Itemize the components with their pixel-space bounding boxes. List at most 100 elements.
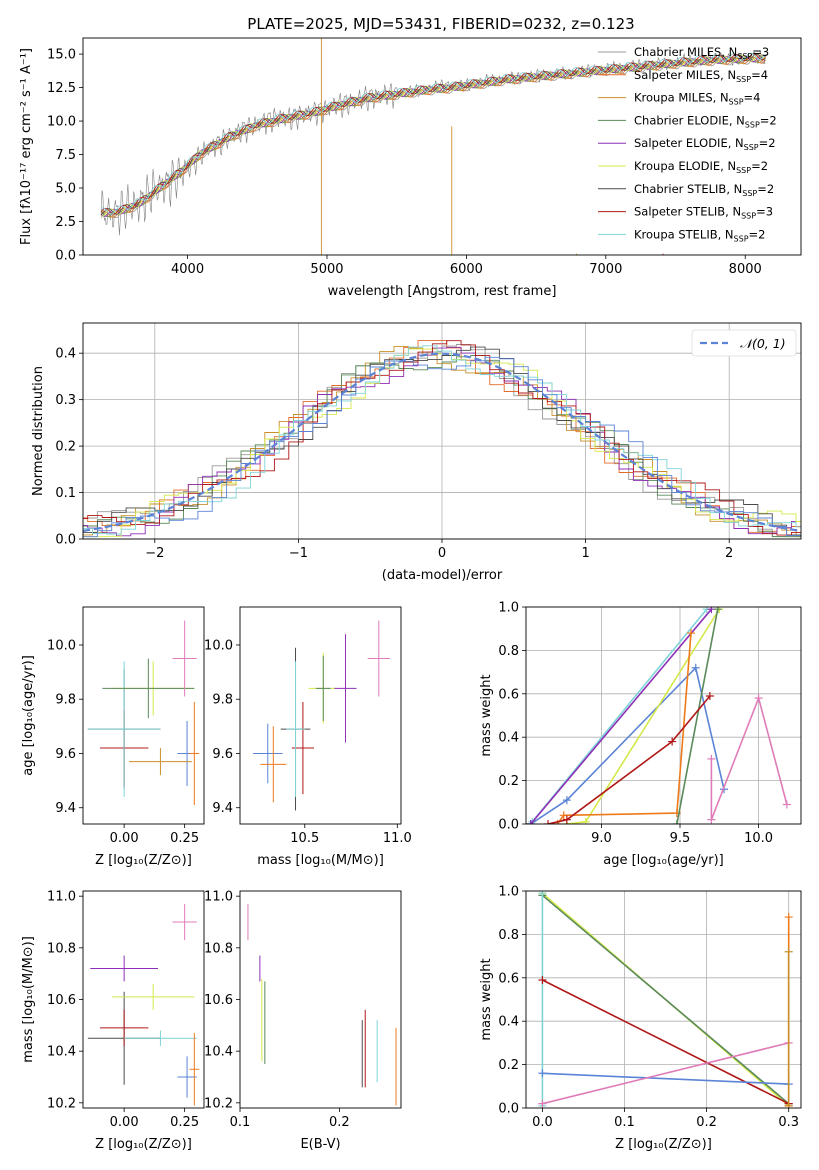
axes-frame bbox=[525, 890, 802, 1109]
y-tick-label: 0.0 bbox=[55, 249, 76, 264]
y-axis-label: mass weight bbox=[479, 958, 494, 1040]
x-tick-label: 0.25 bbox=[170, 831, 199, 846]
y-tick-label: 9.8 bbox=[212, 693, 233, 708]
data-point bbox=[334, 634, 357, 743]
x-tick-label: 5000 bbox=[310, 262, 343, 277]
legend-label-sub: SSP bbox=[736, 75, 751, 84]
data-point bbox=[286, 661, 305, 797]
histogram-series bbox=[83, 346, 801, 537]
sfh-point-marker bbox=[691, 663, 700, 672]
x-tick-label: 1 bbox=[581, 546, 589, 561]
plot-content bbox=[87, 903, 200, 1106]
sfh-series-line bbox=[556, 632, 692, 824]
sfh-series-line bbox=[547, 695, 711, 824]
panel-mass_vs_ebv: 0.1 0.2 10.2 10.4 10.6 10.8 11.0 E(B-V) bbox=[204, 890, 402, 1152]
sfh-point-marker bbox=[538, 975, 547, 984]
y-tick-label: 0.8 bbox=[498, 644, 519, 659]
x-tick-label: 11.0 bbox=[383, 831, 412, 846]
y-tick-label: 9.4 bbox=[55, 801, 76, 816]
x-axis-label: Z [log₁₀(Z/Z⊙)] bbox=[615, 1137, 712, 1152]
x-tick-label: 0.1 bbox=[614, 1115, 635, 1130]
model-fit-line bbox=[101, 55, 766, 218]
y-tick-label: 0.0 bbox=[55, 533, 76, 548]
legend-label: Kroupa STELIB, NSSP=2 bbox=[634, 227, 765, 243]
legend-label-main: Chabrier ELODIE, N bbox=[634, 113, 745, 127]
data-point bbox=[124, 1030, 197, 1046]
plot-area bbox=[83, 38, 801, 255]
y-tick-label: 11.0 bbox=[47, 890, 76, 905]
legend-label-sub: SSP bbox=[744, 143, 759, 152]
legend-label-main: Salpeter ELODIE, N bbox=[634, 136, 744, 150]
sfh-series-line bbox=[541, 894, 790, 1105]
sfh-point-marker bbox=[687, 629, 695, 638]
histogram-series bbox=[83, 355, 801, 538]
axes-frame bbox=[82, 890, 205, 1109]
x-tick-label: 0.25 bbox=[170, 1115, 199, 1130]
sfh-series-line bbox=[710, 695, 788, 820]
sfh-point-marker bbox=[707, 754, 716, 763]
x-axis-label: (data-model)/error bbox=[382, 568, 503, 583]
sfh-point-marker bbox=[754, 694, 763, 703]
x-tick-label: 0.00 bbox=[110, 831, 139, 846]
sfh-series-line bbox=[542, 1072, 789, 1085]
data-point bbox=[260, 726, 287, 803]
plot-content bbox=[526, 607, 791, 824]
plot-area bbox=[83, 607, 204, 824]
data-point bbox=[128, 748, 192, 776]
panel-spectrum: 4000 5000 6000 7000 8000 0.0 2.5 5.0 7.5 10.0 12.5… bbox=[19, 37, 802, 299]
y-tick-label: 10.0 bbox=[47, 638, 76, 653]
legend-label: Chabrier STELIB, NSSP=2 bbox=[634, 182, 774, 198]
figure-title: PLATE=2025, MJD=53431, FIBERID=0232, z=0… bbox=[247, 15, 634, 33]
axes-frame bbox=[82, 322, 802, 540]
legend-label: Kroupa MILES, NSSP=4 bbox=[634, 91, 760, 107]
y-tick-label: 10.6 bbox=[204, 993, 233, 1008]
y-tick-label: 0.8 bbox=[498, 928, 519, 943]
y-tick-label: 0.0 bbox=[498, 818, 519, 833]
x-tick-label: 0.2 bbox=[696, 1115, 717, 1130]
sfh-point-marker bbox=[784, 1101, 793, 1108]
legend-label: Chabrier MILES, NSSP=3 bbox=[634, 45, 769, 61]
data-point bbox=[99, 1009, 149, 1046]
y-tick-label: 10.6 bbox=[47, 993, 76, 1008]
y-tick-label: 9.6 bbox=[55, 747, 76, 762]
legend-label: Salpeter STELIB, NSSP=3 bbox=[634, 205, 773, 221]
legend-label-sub: SSP bbox=[737, 52, 752, 61]
sfh-point-marker bbox=[784, 913, 793, 922]
plot-content bbox=[252, 620, 390, 811]
y-tick-label: 9.4 bbox=[212, 801, 233, 816]
y-tick-label: 10.4 bbox=[204, 1045, 233, 1060]
y-tick-label: 10.4 bbox=[47, 1045, 76, 1060]
data-point bbox=[315, 655, 331, 721]
y-tick-label: 0.2 bbox=[55, 440, 76, 455]
plot-content bbox=[247, 903, 397, 1106]
x-tick-label: 8000 bbox=[729, 262, 762, 277]
panel-sfh_age: 9.0 9.5 10.0 0.0 0.2 0.4 0.6 0.8 1.0 age [log₁₀(a… bbox=[479, 601, 802, 868]
axes-frame bbox=[239, 890, 402, 1109]
plot-content bbox=[538, 891, 793, 1108]
histogram-series bbox=[83, 356, 801, 538]
legend-label-tail: =2 bbox=[759, 136, 776, 150]
x-tick-label: 0 bbox=[438, 546, 446, 561]
y-tick-label: 9.6 bbox=[212, 747, 233, 762]
sfh-point-marker bbox=[544, 820, 552, 824]
x-axis-label: Z [log₁₀(Z/Z⊙)] bbox=[95, 1137, 192, 1152]
sfh-series-line bbox=[676, 609, 719, 824]
sfh-series-line bbox=[530, 608, 713, 824]
sfh-point-marker bbox=[707, 815, 716, 824]
data-point bbox=[172, 620, 197, 697]
legend-label-tail: =3 bbox=[756, 205, 773, 219]
y-tick-label: 0.4 bbox=[498, 731, 519, 746]
plot-area bbox=[526, 891, 801, 1108]
legend-label-main: Chabrier STELIB, N bbox=[634, 182, 742, 196]
y-tick-label: 10.2 bbox=[204, 1096, 233, 1111]
y-tick-label: 0.2 bbox=[498, 774, 519, 789]
plot-content bbox=[100, 38, 767, 255]
legend-box bbox=[691, 329, 797, 357]
y-tick-label: 0.6 bbox=[498, 687, 519, 702]
sfh-point-marker bbox=[668, 737, 677, 746]
legend-label: Kroupa ELODIE, NSSP=2 bbox=[634, 159, 768, 175]
x-tick-label: 0.2 bbox=[329, 1115, 350, 1130]
data-point bbox=[102, 658, 195, 719]
histogram-series bbox=[83, 348, 801, 538]
x-tick-label: 9.5 bbox=[670, 831, 691, 846]
